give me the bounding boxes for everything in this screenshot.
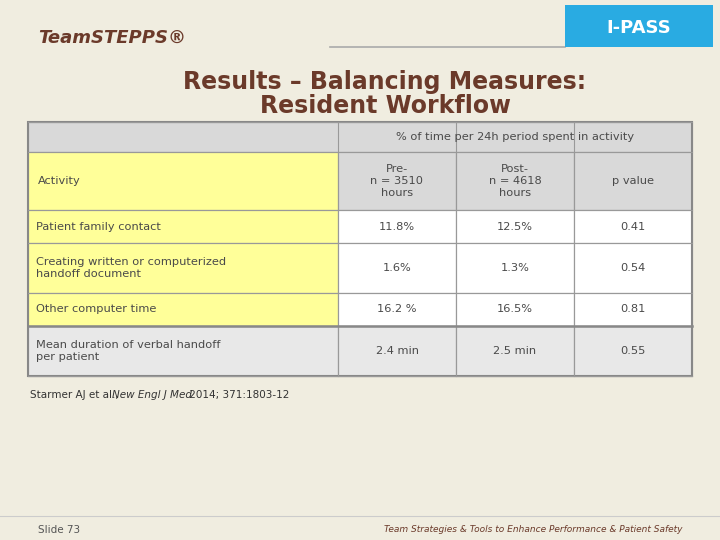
Text: 1.3%: 1.3% [500, 263, 529, 273]
Bar [456, 243, 574, 293]
Text: Team Strategies & Tools to Enhance Performance & Patient Safety: Team Strategies & Tools to Enhance Perfo… [384, 525, 682, 535]
Bar [28, 293, 338, 326]
Bar [574, 243, 692, 293]
Text: I-PASS: I-PASS [607, 19, 671, 37]
Bar [456, 210, 574, 243]
Text: 2.5 min: 2.5 min [493, 346, 536, 356]
Text: TeamSTEPPS®: TeamSTEPPS® [38, 29, 186, 47]
Bar [456, 152, 574, 210]
Bar [456, 326, 574, 376]
Text: Post-
n = 4618
hours: Post- n = 4618 hours [489, 164, 541, 198]
Bar [28, 122, 692, 152]
Text: Pre-
n = 3510
hours: Pre- n = 3510 hours [371, 164, 423, 198]
Text: Slide 73: Slide 73 [38, 525, 80, 535]
Text: Patient family contact: Patient family contact [36, 221, 161, 232]
Text: 0.54: 0.54 [621, 263, 646, 273]
Text: 16.5%: 16.5% [497, 305, 533, 314]
Bar [28, 152, 338, 210]
Bar [28, 210, 338, 243]
Text: 2.4 min: 2.4 min [376, 346, 418, 356]
Text: Resident Workflow: Resident Workflow [259, 94, 510, 118]
Bar [574, 210, 692, 243]
Bar [28, 243, 338, 293]
Text: Starmer AJ et al.,: Starmer AJ et al., [30, 390, 125, 400]
Text: Creating written or computerized
handoff document: Creating written or computerized handoff… [36, 257, 226, 279]
Bar [338, 210, 456, 243]
Text: 1.6%: 1.6% [382, 263, 411, 273]
Bar [28, 122, 692, 376]
Bar [338, 293, 456, 326]
Bar [574, 326, 692, 376]
Bar [574, 293, 692, 326]
Bar [338, 152, 456, 210]
Text: Other computer time: Other computer time [36, 305, 156, 314]
Text: Activity: Activity [38, 176, 81, 186]
Text: 0.41: 0.41 [621, 221, 646, 232]
Bar [565, 5, 713, 47]
Text: Mean duration of verbal handoff
per patient: Mean duration of verbal handoff per pati… [36, 340, 220, 362]
Text: 11.8%: 11.8% [379, 221, 415, 232]
Bar [28, 326, 338, 376]
Text: 12.5%: 12.5% [497, 221, 533, 232]
Text: New Engl J Med: New Engl J Med [112, 390, 192, 400]
Text: 0.81: 0.81 [621, 305, 646, 314]
Text: Results – Balancing Measures:: Results – Balancing Measures: [184, 70, 587, 94]
Bar [574, 152, 692, 210]
Bar [338, 243, 456, 293]
Bar [456, 293, 574, 326]
Text: % of time per 24h period spent in activity: % of time per 24h period spent in activi… [396, 132, 634, 142]
Bar [338, 326, 456, 376]
Text: 16.2 %: 16.2 % [377, 305, 417, 314]
Text: p value: p value [612, 176, 654, 186]
Text: 0.55: 0.55 [621, 346, 646, 356]
Text: 2014; 371:1803-12: 2014; 371:1803-12 [186, 390, 289, 400]
